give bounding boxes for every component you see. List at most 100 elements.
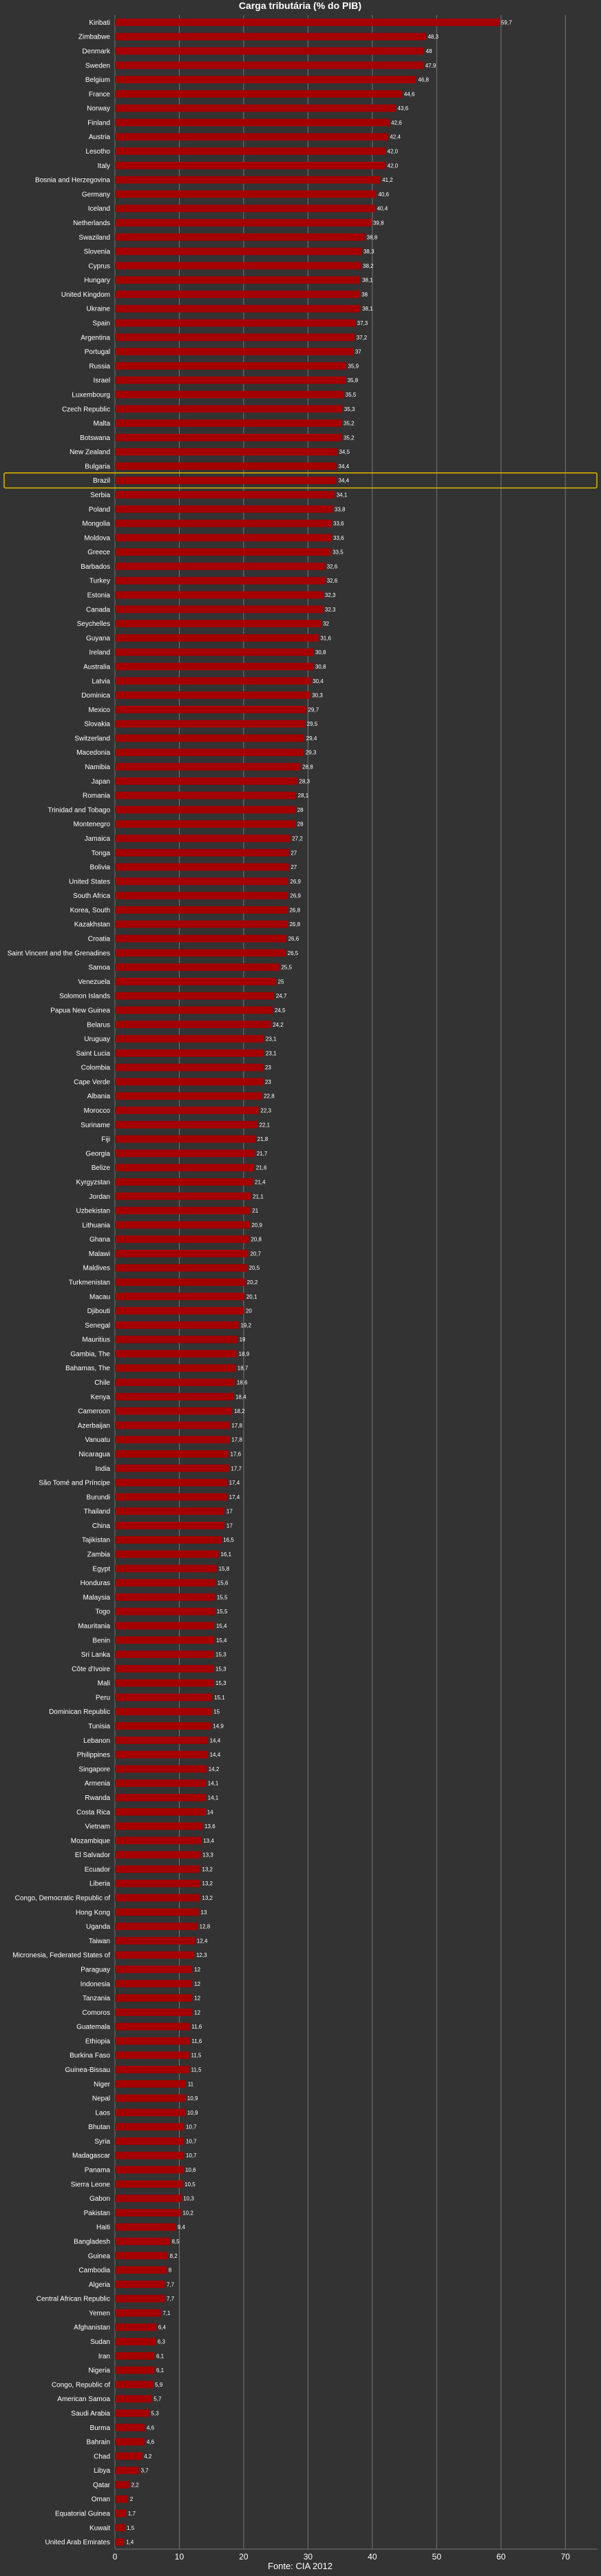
- bar: [115, 677, 311, 685]
- category-label: Korea, South: [70, 907, 110, 914]
- bar: [115, 133, 388, 141]
- category-label: Macau: [89, 1293, 110, 1301]
- value-label: 10,7: [186, 2124, 197, 2130]
- category-label: Slovenia: [84, 249, 111, 256]
- bar: [115, 2094, 185, 2102]
- category-label: Bangladesh: [74, 2238, 110, 2245]
- category-label: Taiwan: [89, 1938, 110, 1945]
- value-label: 12: [194, 1981, 200, 1987]
- value-label: 17: [226, 1522, 233, 1529]
- value-label: 20,8: [251, 1237, 262, 1243]
- bar: [115, 2123, 184, 2131]
- category-label: Iran: [98, 2353, 110, 2360]
- bar: [115, 376, 346, 384]
- bar: [115, 1522, 224, 1529]
- value-label: 10,9: [187, 2110, 198, 2116]
- value-label: 19,2: [240, 1322, 251, 1328]
- category-label: Finland: [87, 119, 110, 127]
- bar: [115, 1836, 202, 1845]
- bar: [115, 1750, 208, 1759]
- category-label: Sri Lanka: [81, 1651, 111, 1659]
- value-label: 30,8: [315, 664, 326, 670]
- category-label: Cyprus: [88, 262, 110, 270]
- category-label: Hungary: [84, 277, 110, 284]
- category-label: Côte d'Ivoire: [72, 1666, 110, 1673]
- category-label: Zimbabwe: [78, 34, 111, 41]
- bar: [115, 362, 346, 370]
- category-label: Iceland: [88, 205, 110, 213]
- bar: [115, 18, 499, 26]
- category-label: Kuwait: [89, 2524, 110, 2532]
- category-label: Russia: [89, 363, 110, 370]
- category-label: Australia: [83, 663, 110, 671]
- value-label: 18,2: [234, 1408, 245, 1414]
- category-label: Congo, Republic of: [52, 2381, 110, 2389]
- bar: [115, 2452, 143, 2460]
- value-label: 28,3: [299, 778, 310, 784]
- bar: [115, 419, 342, 427]
- bar: [115, 147, 386, 155]
- value-label: 12: [194, 2009, 200, 2015]
- value-label: 27: [291, 850, 297, 856]
- value-label: 24,7: [276, 993, 287, 999]
- bar: [115, 2309, 161, 2317]
- category-label: Bulgaria: [85, 463, 110, 470]
- category-label: Gabon: [89, 2195, 110, 2203]
- value-label: 2: [130, 2496, 134, 2502]
- value-label: 23,1: [266, 1036, 277, 1043]
- category-label: Singapore: [78, 1766, 110, 1773]
- category-label: Kiribati: [89, 19, 110, 27]
- bar: [115, 1607, 215, 1615]
- value-label: 33,8: [335, 506, 346, 512]
- bar: [115, 1035, 264, 1043]
- value-label: 27: [291, 864, 297, 870]
- value-label: 21,4: [255, 1179, 266, 1185]
- category-label: Indonesia: [81, 1980, 111, 1988]
- bar: [115, 591, 323, 599]
- value-label: 15: [213, 1709, 220, 1715]
- bar: [115, 1421, 230, 1430]
- value-label: 27,2: [292, 835, 303, 841]
- category-label: Norway: [87, 105, 110, 113]
- category-label: Dominica: [81, 692, 110, 700]
- category-label: Canada: [86, 606, 110, 614]
- bar: [115, 1722, 211, 1730]
- bar: [115, 2380, 154, 2389]
- value-label: 43,6: [398, 105, 409, 112]
- value-label: 20,2: [247, 1279, 258, 1286]
- value-label: 30,8: [315, 649, 326, 656]
- bar: [115, 2509, 126, 2517]
- category-label: Thailand: [84, 1508, 110, 1516]
- value-label: 38,3: [363, 249, 375, 255]
- category-label: Guyana: [86, 635, 110, 642]
- highlight-box: [3, 472, 598, 489]
- category-label: Liberia: [89, 1881, 110, 1888]
- value-label: 7,7: [167, 2281, 175, 2287]
- category-label: Croatia: [88, 936, 111, 943]
- category-label: Colombia: [81, 1065, 111, 1072]
- value-label: 17,7: [231, 1465, 242, 1472]
- value-label: 12: [194, 1996, 200, 2002]
- value-label: 4,6: [147, 2439, 155, 2445]
- value-label: 14,4: [210, 1737, 221, 1743]
- value-label: 26,9: [290, 879, 301, 885]
- bar: [115, 2423, 145, 2431]
- category-label: Mexico: [88, 706, 110, 714]
- bar: [115, 390, 344, 399]
- category-label: Turkmenistan: [69, 1279, 110, 1287]
- bar: [115, 1894, 200, 1902]
- bar: [115, 2195, 182, 2203]
- bar: [115, 1736, 208, 1744]
- category-label: Comoros: [82, 2009, 110, 2017]
- category-label: Congo, Democratic Republic of: [15, 1895, 111, 1903]
- value-label: 6,4: [158, 2325, 167, 2331]
- value-label: 14,1: [208, 1794, 219, 1801]
- bar: [115, 949, 286, 957]
- category-label: Tunisia: [88, 1723, 110, 1730]
- value-label: 14,1: [208, 1781, 219, 1787]
- value-label: 12,4: [197, 1938, 208, 1944]
- value-label: 10,6: [185, 2167, 196, 2173]
- bar: [115, 1178, 253, 1186]
- value-label: 48,3: [428, 34, 439, 40]
